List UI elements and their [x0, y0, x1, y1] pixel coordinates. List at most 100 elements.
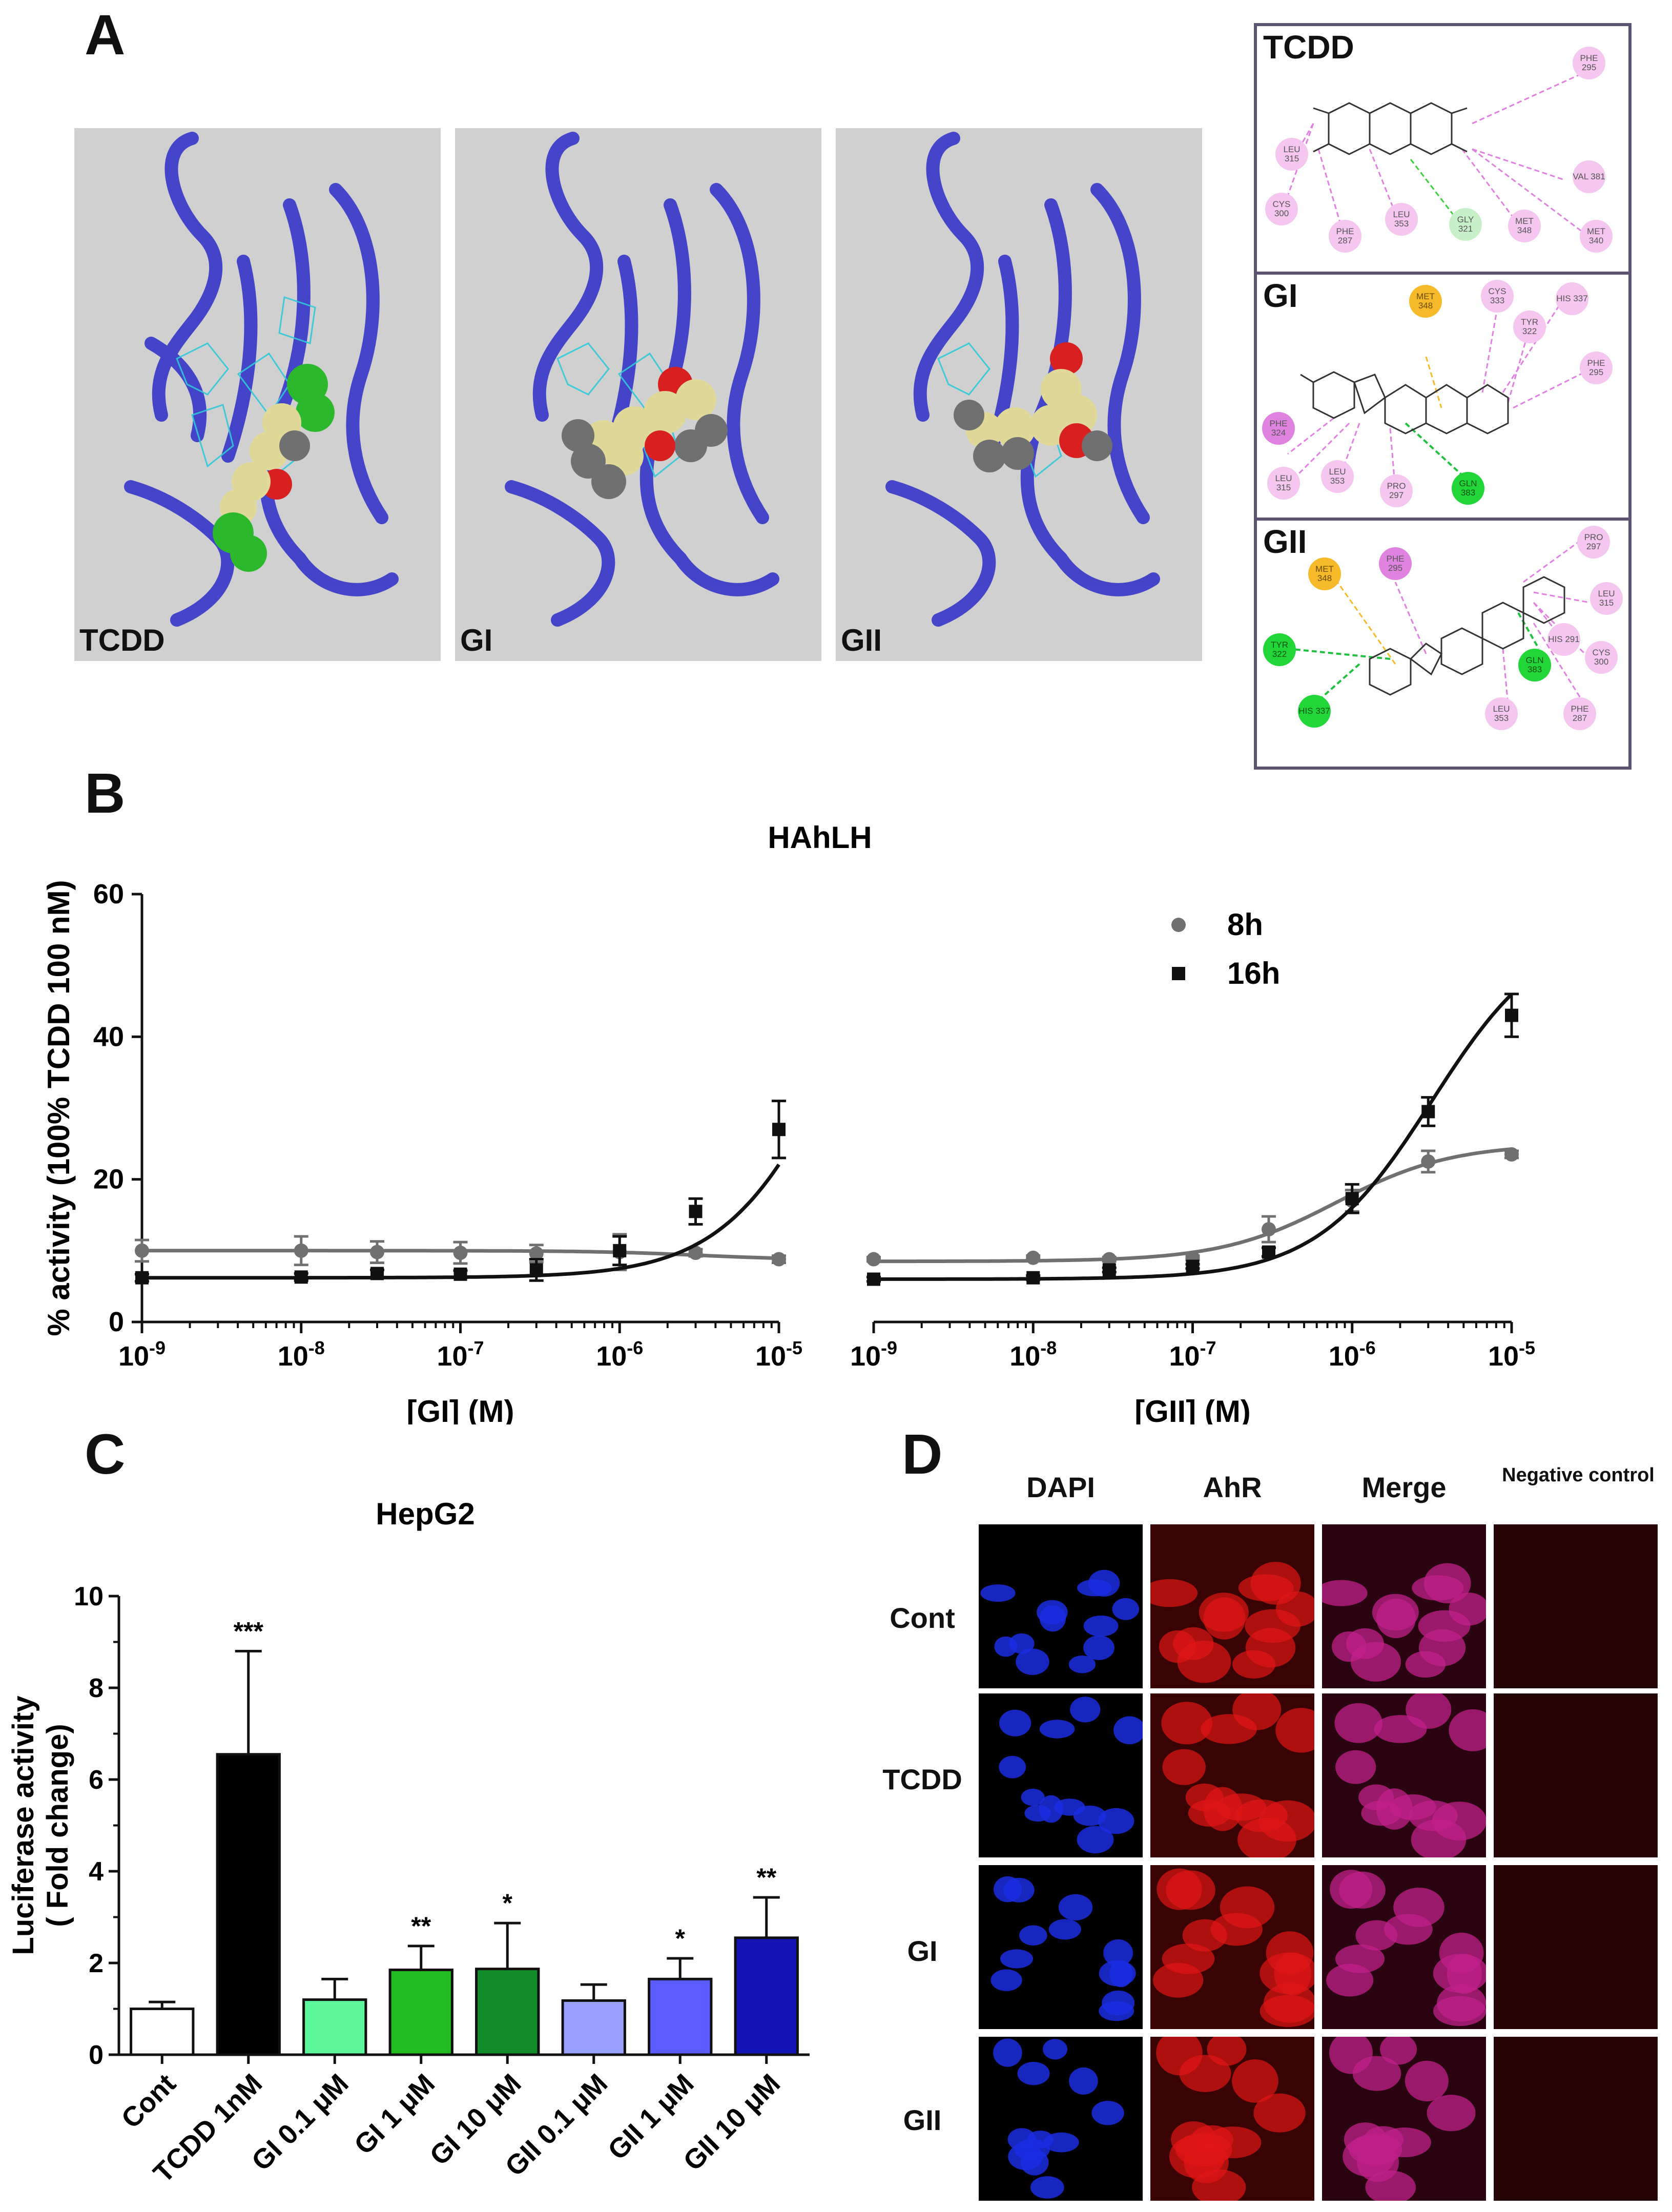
residue-met-348: MET 348 [1308, 557, 1341, 590]
panel-label-a: A [85, 4, 126, 67]
interaction-map-title-tcdd: TCDD [1263, 29, 1354, 66]
cell [1380, 2037, 1417, 2065]
cell [1058, 1894, 1093, 1920]
interaction-map-gi: GI MET 348 CYS 333 HIS 337 TYR 322 PHE 2… [1254, 272, 1632, 521]
micrograph-gii-neg [1494, 2037, 1658, 2201]
cell [1418, 1629, 1466, 1666]
residue-gly-321: GLY 321 [1449, 208, 1482, 241]
residue-tyr-322: TYR 322 [1263, 633, 1296, 666]
cell [1000, 1949, 1034, 1969]
panel-b-plot-2: 10-9 10-8 10-7 10-6 10-5 [GII] (M) [850, 993, 1535, 1424]
row-label-gii: GII [903, 2104, 942, 2136]
cell [1372, 1594, 1419, 1631]
data-point-16h [689, 1205, 703, 1218]
cell [1335, 1945, 1385, 1973]
cell [1098, 1808, 1134, 1834]
x-tick-label: 10-5 [1488, 1337, 1535, 1372]
fit-curve-8h [874, 1147, 1512, 1264]
residue-his-337: HIS 337 [1556, 282, 1588, 315]
data-point-8h [135, 1243, 149, 1258]
data-point-16h [867, 1272, 880, 1286]
row-label-cont: Cont [890, 1602, 955, 1634]
micrograph-gii-dapi [979, 2037, 1143, 2201]
micrograph-cells [1494, 1865, 1658, 2029]
micrograph-gi-neg [1494, 1865, 1658, 2029]
data-point-16h [1102, 1263, 1116, 1277]
data-point-16h [529, 1263, 543, 1277]
cell [1405, 2060, 1449, 2102]
micrograph-cells [1334, 1693, 1486, 1857]
cell [1352, 2056, 1401, 2091]
data-point-16h [772, 1123, 786, 1136]
cell [1177, 1640, 1231, 1683]
data-point-8h [370, 1245, 385, 1259]
data-point-8h [453, 1246, 468, 1260]
panel-c-luciferase-bar-chart: HepG2 0 2 4 6 8 10 Luciferase activity( Fold ch… [7, 1497, 810, 2189]
cell [1358, 1784, 1394, 1810]
cell [1161, 1702, 1213, 1745]
cell [1091, 2100, 1124, 2125]
micrograph-cells [1156, 2037, 1306, 2201]
cell [1427, 2095, 1476, 2132]
y-tick-label: 40 [93, 1021, 124, 1052]
cell [1069, 2067, 1098, 2095]
chart-title: HAhLH [768, 820, 872, 855]
residue-leu-353: LEU 353 [1321, 460, 1354, 493]
protein-ribbon-gii [885, 132, 1160, 627]
structure-tile-gii: GII [836, 128, 1202, 661]
bar-8 [734, 1936, 799, 2056]
panel-label-b: B [85, 762, 126, 825]
data-point-16h [1186, 1259, 1200, 1273]
panel-c-plot: HepG2 0 2 4 6 8 10 Luciferase activity( Fold ch… [7, 1497, 810, 2189]
micrograph-tcdd-neg [1494, 1693, 1658, 1857]
data-point-8h [866, 1252, 881, 1267]
cell [1437, 1984, 1486, 2022]
significance-mark: * [503, 1889, 513, 1917]
data-point-16h [135, 1271, 149, 1285]
bar-5 [475, 1968, 540, 2056]
data-point-16h [613, 1244, 627, 1257]
residue-cys-300: CYS 300 [1265, 193, 1298, 225]
column-header-negative-control: Negative control [1502, 1464, 1655, 1486]
cell [1150, 1579, 1198, 1607]
cell [1016, 1648, 1049, 1675]
data-point-8h [529, 1246, 544, 1261]
residue-leu-353: LEU 353 [1385, 203, 1418, 236]
y-tick-label: 20 [93, 1164, 124, 1195]
cell [1185, 1783, 1224, 1811]
micrograph-cells [1161, 1693, 1314, 1857]
cell [980, 1584, 1016, 1602]
data-point-8h [772, 1252, 786, 1267]
micrograph-cells [1494, 1693, 1658, 1857]
legend-marker-16h [1172, 967, 1185, 980]
y-tick-label: 10 [74, 1582, 104, 1611]
cell [1334, 1703, 1382, 1743]
bar-1 [130, 2008, 195, 2056]
residue-leu-315: LEU 315 [1267, 467, 1300, 500]
x-axis-label: [GII] (M) [1134, 1394, 1251, 1424]
y-tick-label: 0 [89, 2040, 104, 2070]
micrograph-gii-merge [1322, 2037, 1486, 2201]
cell [1199, 1593, 1249, 1632]
micrograph-cells [999, 1697, 1143, 1854]
bar-3 [302, 1998, 367, 2056]
cell [1043, 2039, 1068, 2060]
structure-tile-gi: GI [455, 128, 821, 661]
cell [1449, 1709, 1486, 1751]
cell [1077, 1826, 1114, 1854]
residue-leu-315: LEU 315 [1590, 582, 1623, 615]
residue-met-340: MET 340 [1580, 220, 1613, 253]
data-point-16h [370, 1267, 384, 1280]
micrograph-cells [990, 1876, 1136, 2021]
interaction-map-title-gii: GII [1263, 523, 1307, 560]
micrograph-gii-ahr [1150, 2037, 1314, 2201]
cell [1014, 2139, 1050, 2160]
micrograph-cont-dapi [979, 1524, 1143, 1688]
cell [1412, 1575, 1464, 1601]
micrograph-cells [980, 1569, 1139, 1675]
data-point-8h [1421, 1154, 1436, 1169]
cell [1070, 1697, 1101, 1723]
significance-mark: ** [756, 1863, 776, 1892]
cell [1083, 1615, 1119, 1637]
legend-marker-8h [1171, 918, 1186, 932]
